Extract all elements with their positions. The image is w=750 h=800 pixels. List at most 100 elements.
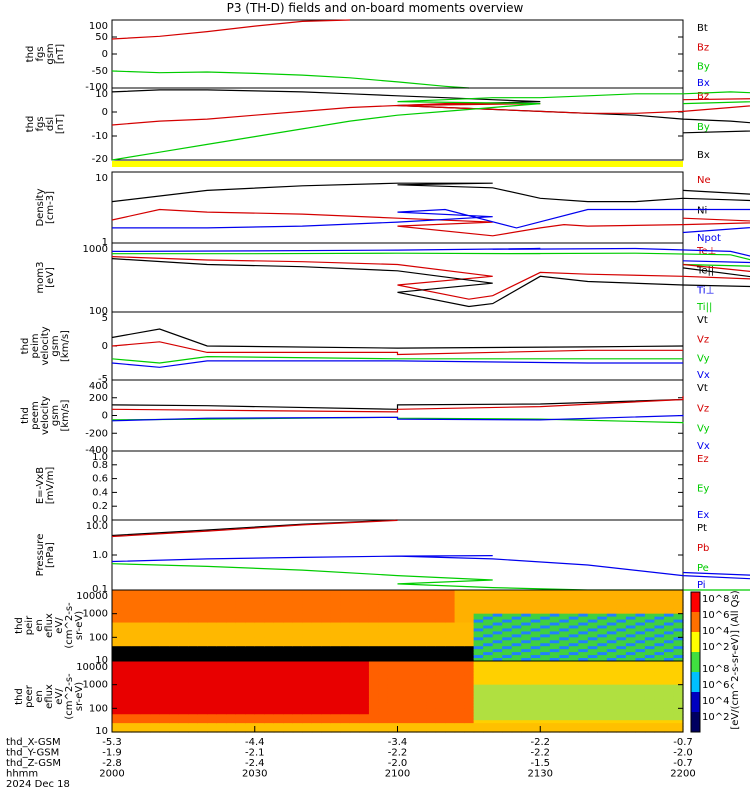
panel-peer_eflux-cell bbox=[273, 705, 284, 709]
panel-peer_eflux-cell bbox=[273, 693, 284, 698]
panel-peer_eflux-cell bbox=[407, 702, 418, 706]
panel-peer_eflux-cell bbox=[188, 702, 199, 706]
panel-peer_eflux-cell bbox=[568, 717, 579, 721]
panel-peir_eflux-cell bbox=[397, 634, 408, 638]
panel-peir_eflux-cell bbox=[597, 625, 608, 630]
panel-peir_eflux-cell bbox=[112, 590, 123, 594]
panel-peir_eflux-cell bbox=[492, 592, 503, 597]
panel-peir_eflux-cell bbox=[416, 640, 427, 644]
panel-peir_eflux-cell bbox=[625, 649, 637, 653]
panel-peir_eflux-cell bbox=[340, 590, 351, 594]
panel-peir_eflux-cell bbox=[530, 619, 541, 624]
panel-peer_eflux-cell bbox=[521, 666, 532, 671]
panel-peer_eflux-cell bbox=[254, 714, 265, 718]
panel-peir_eflux-cell bbox=[530, 658, 541, 662]
panel-peer_eflux-cell bbox=[359, 663, 370, 668]
panel-peir_eflux-cell bbox=[140, 640, 151, 644]
panel-peer_eflux-cell bbox=[340, 720, 351, 724]
panel-peir_eflux-cell bbox=[578, 637, 589, 641]
panel-peir_eflux-cell bbox=[368, 634, 380, 638]
panel-peer_eflux-cell bbox=[169, 708, 180, 712]
panel-peir_eflux-cell bbox=[359, 652, 370, 656]
panel-peir_eflux-cell bbox=[349, 634, 361, 638]
panel-peir_eflux-cell bbox=[197, 652, 208, 656]
panel-peir_eflux-cell bbox=[235, 622, 246, 627]
panel-peir_eflux-cell bbox=[483, 619, 494, 624]
panel-peer_eflux-cell bbox=[254, 717, 265, 721]
panel-peer_eflux-cell bbox=[625, 699, 637, 704]
panel-peer_eflux-cell bbox=[540, 663, 551, 668]
panel-peer_eflux-cell bbox=[397, 669, 408, 674]
panel-peir_eflux-cell bbox=[473, 619, 484, 624]
panel-peer_eflux-cell bbox=[663, 681, 675, 686]
panel-peer_eflux-cell bbox=[587, 723, 598, 727]
panel-peir_eflux-cell bbox=[245, 649, 256, 653]
panel-peir_eflux-cell bbox=[654, 604, 665, 609]
panel-peir_eflux-cell bbox=[502, 616, 513, 621]
panel-peir_eflux-cell bbox=[283, 592, 294, 597]
panel-peir_eflux-cell bbox=[188, 655, 199, 659]
panel-peer_eflux-cell bbox=[521, 690, 532, 695]
panel-peer_eflux-cell bbox=[435, 723, 446, 727]
panel-peer_eflux-cell bbox=[273, 708, 284, 712]
panel-peir_eflux-cell bbox=[273, 622, 284, 627]
panel-peir_eflux-cell bbox=[502, 604, 513, 609]
panel-temperature-legend-Ti: Ti⊥ bbox=[696, 285, 714, 296]
panel-peir_eflux-cell bbox=[635, 595, 646, 600]
panel-peer_eflux-cell bbox=[264, 675, 275, 680]
panel-peir_eflux-cell bbox=[663, 625, 675, 630]
panel-peir_eflux-cell bbox=[435, 607, 446, 612]
panel-peer_eflux-cell bbox=[216, 661, 227, 665]
panel-peer_eflux-cell bbox=[378, 661, 389, 665]
panel-peir_eflux-cell bbox=[578, 616, 589, 621]
panel-peir_eflux-cell bbox=[521, 640, 532, 644]
panel-peir_eflux-cell bbox=[169, 628, 180, 633]
panel-peir_eflux-cell bbox=[169, 658, 180, 662]
panel-peem_velocity-ytick-label: 200 bbox=[89, 393, 108, 404]
panel-peer_eflux-cell bbox=[454, 717, 465, 721]
panel-peer_eflux-cell bbox=[292, 678, 303, 683]
panel-temperature-series-Ti bbox=[112, 252, 750, 267]
panel-peer_eflux-cell bbox=[330, 678, 341, 683]
panel-peir_eflux-cell bbox=[197, 643, 208, 647]
panel-peer_eflux-cell bbox=[502, 729, 513, 733]
panel-peir_eflux-cell bbox=[492, 655, 503, 659]
panel-peer_eflux-cell bbox=[673, 675, 684, 680]
panel-peer_eflux-cell bbox=[549, 672, 560, 677]
panel-peer_eflux-cell bbox=[387, 720, 399, 724]
panel-peer_eflux-cell bbox=[473, 672, 484, 677]
panel-peer_eflux-cell bbox=[330, 717, 341, 721]
panel-peer_eflux-cell bbox=[131, 687, 142, 692]
panel-peir_eflux-cell bbox=[235, 646, 246, 650]
panel-peer_eflux-cell bbox=[502, 687, 513, 692]
panel-peir_eflux-cell bbox=[169, 592, 180, 597]
panel-peer_eflux-cell bbox=[473, 669, 484, 674]
panel-peer_eflux-cell bbox=[359, 669, 370, 674]
panel-peir_eflux-cell bbox=[578, 646, 589, 650]
panel-peer_eflux-cell bbox=[283, 672, 294, 677]
panel-peir_eflux-cell bbox=[663, 616, 675, 621]
panel-peir_eflux-cell bbox=[568, 604, 579, 609]
panel-peem_velocity-legend-Vt: Vt bbox=[697, 383, 708, 394]
panel-peir_eflux-cell bbox=[606, 613, 617, 618]
panel-peir_eflux-cell bbox=[473, 616, 484, 621]
panel-peer_eflux-cell bbox=[483, 717, 494, 721]
panel-peer_eflux-cell bbox=[654, 666, 665, 671]
panel-peer_eflux-cell bbox=[606, 699, 617, 704]
panel-peer_eflux-cell bbox=[521, 675, 532, 680]
panel-peer_eflux-cell bbox=[216, 726, 227, 730]
panel-peir_eflux-cell bbox=[121, 631, 132, 635]
panel-peer_eflux-cell bbox=[140, 717, 151, 721]
panel-peir_eflux-cell bbox=[188, 640, 199, 644]
panel-peer_eflux-cell bbox=[597, 687, 608, 692]
panel-peir_eflux-cell bbox=[378, 590, 389, 594]
panel-peir_eflux-cell bbox=[254, 646, 265, 650]
panel-peir_eflux-cell bbox=[549, 601, 560, 606]
panel-peer_eflux-cell bbox=[359, 681, 370, 686]
panel-peir_eflux-cell bbox=[273, 592, 284, 597]
panel-peer_eflux-cell bbox=[625, 687, 637, 692]
panel-peer_eflux-cell bbox=[578, 663, 589, 668]
panel-peir_eflux-cell bbox=[235, 625, 246, 630]
panel-peer_eflux-cell bbox=[426, 723, 437, 727]
panel-peer_eflux-cell bbox=[416, 720, 427, 724]
